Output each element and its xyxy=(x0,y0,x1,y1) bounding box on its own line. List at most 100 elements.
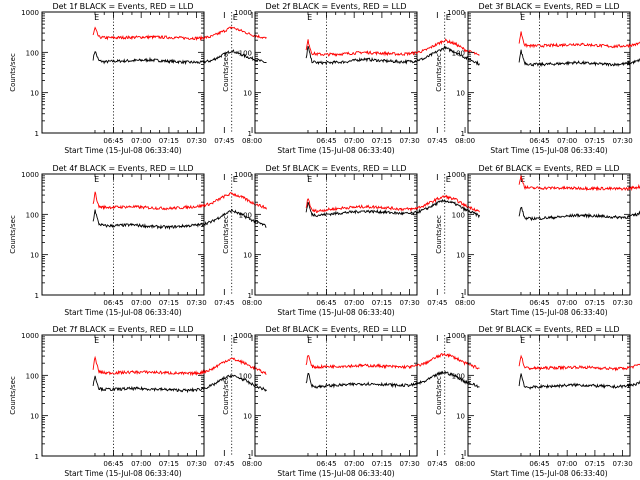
y-tick-label: 10 xyxy=(456,90,465,98)
x-tick-label: 07:00 xyxy=(344,299,364,307)
x-tick-label: 08:00 xyxy=(455,137,475,145)
x-tick-label: 07:45 xyxy=(427,299,447,307)
x-tick-label: 07:30 xyxy=(613,137,633,145)
event-marker-label: E xyxy=(307,13,312,22)
y-axis-label: Counts/sec xyxy=(222,53,230,92)
x-tick-label: 07:30 xyxy=(613,460,633,468)
x-tick-label: 07:30 xyxy=(187,137,207,145)
y-tick-label: 100 xyxy=(26,49,39,57)
x-tick-label: 07:00 xyxy=(131,299,151,307)
y-tick-label: 1000 xyxy=(21,9,39,17)
x-tick-label: 07:00 xyxy=(557,137,577,145)
chart-title: Det 5f BLACK = Events, RED = LLD xyxy=(265,164,406,173)
x-tick-label: 07:00 xyxy=(131,137,151,145)
y-tick-label: 100 xyxy=(452,372,465,380)
x-tick-label: 08:00 xyxy=(455,460,475,468)
event-marker-label: E xyxy=(446,13,451,22)
series-line-lld xyxy=(305,194,480,213)
x-tick-label: 08:00 xyxy=(242,460,262,468)
x-tick-label: 07:15 xyxy=(372,460,392,468)
x-tick-label: 08:00 xyxy=(242,137,262,145)
series-line-events xyxy=(518,373,640,390)
series-line-lld xyxy=(518,354,640,372)
x-tick-label: 07:45 xyxy=(427,137,447,145)
series-line-events xyxy=(518,49,640,67)
x-tick-label: 07:30 xyxy=(613,299,633,307)
plot-frame xyxy=(41,173,205,296)
y-axis-label: Counts/sec xyxy=(222,215,230,254)
chart-panel-8: Det 8f BLACK = Events, RED = LLD11010010… xyxy=(222,325,480,478)
x-tick-label: 07:15 xyxy=(159,460,179,468)
series-line-events xyxy=(92,209,267,231)
y-axis-label: Counts/sec xyxy=(9,215,17,254)
y-tick-label: 10 xyxy=(30,413,39,421)
chart-panel-7: Det 7f BLACK = Events, RED = LLD 1 10 100 10… xyxy=(9,325,267,478)
x-axis-label: Start Time (15-Jul-08 06:33:40) xyxy=(64,308,181,317)
y-tick-label: 10 xyxy=(243,90,252,98)
x-tick-label: 07:00 xyxy=(344,460,364,468)
x-axis-label: Start Time (15-Jul-08 06:33:40) xyxy=(64,469,181,478)
x-tick-label: 07:00 xyxy=(557,460,577,468)
plot-frame xyxy=(254,334,418,457)
chart-title: Det 4f BLACK = Events, RED = LLD xyxy=(52,164,193,173)
x-tick-label: 07:30 xyxy=(400,137,420,145)
x-tick-label: 06:45 xyxy=(316,137,336,145)
y-tick-label: 100 xyxy=(239,49,252,57)
y-tick-label: 1 xyxy=(461,130,465,138)
chart-panel-3: Det 3f BLACK = Events, RED = LLD 1 10 100 10… xyxy=(435,2,640,155)
chart-panel-4: Det 4f BLACK = Events, RED = LLD11010010… xyxy=(9,164,267,317)
series-line-lld xyxy=(305,38,480,57)
x-tick-label: 07:15 xyxy=(585,137,605,145)
y-tick-label: 1 xyxy=(35,292,39,300)
x-tick-label: 07:30 xyxy=(400,460,420,468)
x-tick-label: 07:00 xyxy=(557,299,577,307)
y-tick-label: 1 xyxy=(35,453,39,461)
event-marker-label: E xyxy=(520,336,525,345)
y-tick-label: 100 xyxy=(26,372,39,380)
x-tick-label: 07:45 xyxy=(214,460,234,468)
plot-frame xyxy=(254,11,418,134)
x-tick-label: 07:15 xyxy=(372,137,392,145)
x-tick-label: 07:45 xyxy=(214,299,234,307)
series-line-events xyxy=(92,373,267,394)
y-axis-label: Counts/sec xyxy=(435,376,443,415)
series-line-events xyxy=(92,49,267,66)
x-tick-label: 07:15 xyxy=(585,299,605,307)
series-line-lld xyxy=(92,355,267,377)
plot-frame xyxy=(467,11,631,134)
chart-panel-6: Det 6f BLACK = Events, RED = LLD 1 10 100 10… xyxy=(435,164,640,317)
x-axis-label: Start Time (15-Jul-08 06:33:40) xyxy=(490,146,607,155)
y-axis-label: Counts/sec xyxy=(435,53,443,92)
plot-frame xyxy=(467,334,631,457)
x-tick-label: 07:15 xyxy=(159,299,179,307)
y-tick-label: 1 xyxy=(461,292,465,300)
series-line-events xyxy=(518,206,640,222)
x-tick-label: 06:45 xyxy=(529,299,549,307)
y-axis-label: Counts/sec xyxy=(435,215,443,254)
x-tick-label: 06:45 xyxy=(316,460,336,468)
event-marker-label: E xyxy=(233,175,238,184)
event-marker-label: E xyxy=(446,336,451,345)
y-tick-label: 10 xyxy=(243,413,252,421)
series-line-lld xyxy=(92,26,267,42)
y-tick-label: 1000 xyxy=(21,332,39,340)
chart-title: Det 7f BLACK = Events, RED = LLD xyxy=(52,325,193,334)
chart-title: Det 1f BLACK = Events, RED = LLD xyxy=(52,2,193,11)
series-line-events xyxy=(305,198,480,219)
x-tick-label: 06:45 xyxy=(529,460,549,468)
chart-panel-9: Det 9f BLACK = Events, RED = LLD 1 10 100 10… xyxy=(435,325,640,478)
x-axis-label: Start Time (15-Jul-08 06:33:40) xyxy=(490,469,607,478)
chart-title: Det 8f BLACK = Events, RED = LLD xyxy=(265,325,406,334)
x-axis-label: Start Time (15-Jul-08 06:33:40) xyxy=(490,308,607,317)
x-tick-label: 07:15 xyxy=(372,299,392,307)
event-marker-label: E xyxy=(94,175,99,184)
event-marker-label: E xyxy=(94,13,99,22)
x-tick-label: 07:30 xyxy=(400,299,420,307)
y-tick-label: 1000 xyxy=(21,171,39,179)
chart-panel-2: Det 2f BLACK = Events, RED = LLD11010010… xyxy=(222,2,480,155)
y-tick-label: 100 xyxy=(26,211,39,219)
x-tick-label: 07:30 xyxy=(187,460,207,468)
x-tick-label: 06:45 xyxy=(103,460,123,468)
y-axis-label: Counts/sec xyxy=(9,53,17,92)
